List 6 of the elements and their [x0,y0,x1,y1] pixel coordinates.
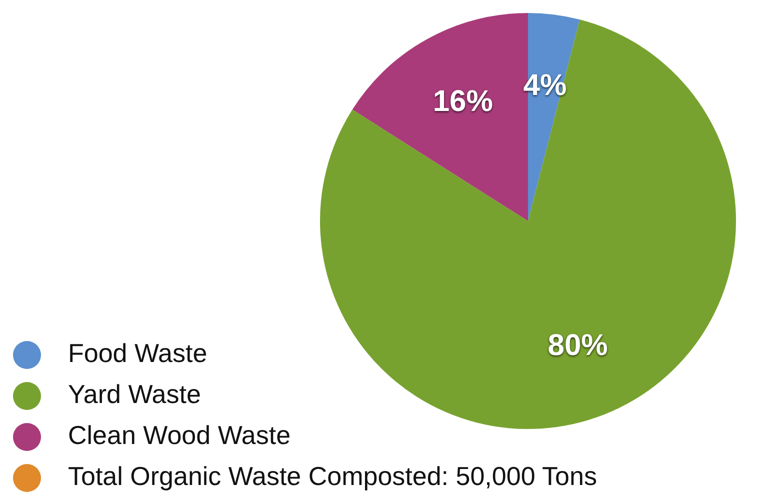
legend-label: Total Organic Waste Composted: 50,000 Tons [68,461,597,492]
data-label: 80% [548,328,608,362]
legend-label: Clean Wood Waste [68,420,291,450]
legend-label: Yard Waste [68,379,201,410]
legend-label: Food Waste [68,338,208,368]
data-label: 16% [432,84,493,118]
